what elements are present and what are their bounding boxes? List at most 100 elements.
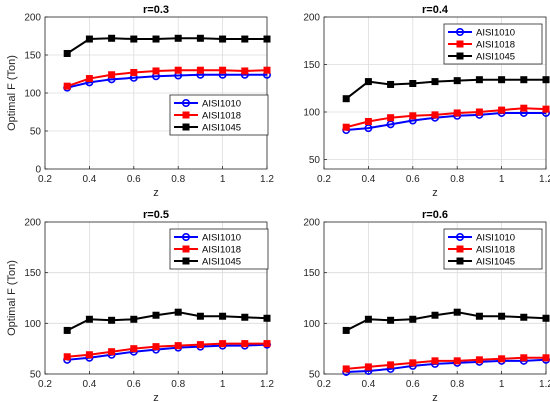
x-tick-label: 0.4	[82, 379, 96, 390]
x-tick-label: 0.2	[317, 379, 331, 390]
data-point	[174, 34, 182, 42]
data-point	[387, 80, 395, 88]
data-point	[431, 311, 439, 319]
x-axis-label: z	[432, 187, 438, 199]
data-point	[431, 78, 439, 86]
data-point	[520, 104, 528, 112]
legend-marker	[455, 27, 464, 36]
legend-label: AISI1018	[202, 111, 241, 122]
legend-marker	[456, 245, 464, 253]
data-point	[263, 66, 271, 74]
legend-label: AISI1018	[202, 245, 241, 256]
data-point	[241, 67, 249, 75]
data-point	[263, 35, 271, 43]
y-tick-label: 50	[309, 155, 321, 166]
legend-label: AISI1010	[202, 233, 241, 244]
x-tick-label: 1.2	[260, 174, 274, 185]
y-tick-label: 150	[303, 268, 320, 279]
data-point	[219, 35, 227, 43]
data-point	[453, 77, 461, 85]
x-tick-label: 1.2	[539, 379, 550, 390]
data-point	[387, 316, 395, 324]
data-point	[342, 123, 350, 131]
data-point	[85, 315, 93, 323]
y-tick-label: 50	[30, 370, 42, 381]
y-tick-label: 100	[24, 319, 41, 330]
axes-box	[323, 16, 547, 170]
data-point	[152, 67, 160, 75]
y-tick-label: 100	[303, 108, 320, 119]
series-aisi1045	[342, 76, 550, 103]
y-tick-label: 200	[24, 13, 41, 24]
y-tick-label: 100	[24, 89, 41, 100]
x-tick-label: 1	[499, 379, 505, 390]
data-point	[85, 35, 93, 43]
data-point	[196, 341, 204, 349]
data-point	[108, 316, 116, 324]
series-line	[66, 311, 268, 332]
data-point	[85, 75, 93, 83]
data-point	[174, 342, 182, 350]
y-tick-label: 50	[309, 370, 321, 381]
data-point	[152, 35, 160, 43]
legend-label: AISI1018	[476, 40, 515, 51]
data-point	[152, 343, 160, 351]
legend-marker	[455, 233, 464, 242]
data-point	[263, 314, 271, 322]
data-point	[475, 108, 483, 116]
series-line	[345, 107, 547, 129]
chart-title: r=0.4	[422, 4, 449, 16]
series-line	[67, 343, 268, 361]
series-aisi1018	[63, 340, 271, 361]
data-point	[542, 354, 550, 362]
data-point	[498, 76, 506, 84]
legend-label: AISI1045	[202, 123, 241, 134]
data-point	[63, 82, 71, 90]
data-point	[364, 363, 372, 371]
axes-box	[323, 221, 547, 375]
data-point	[63, 353, 71, 361]
data-point	[520, 354, 528, 362]
x-tick-label: 1.2	[539, 174, 550, 185]
axes-box	[44, 221, 268, 375]
data-point	[364, 78, 372, 86]
chart-title: r=0.6	[422, 209, 448, 221]
y-axis-label: Optimal F (Ton)	[6, 260, 18, 336]
legend-label: AISI1045	[476, 257, 515, 268]
legend-label: AISI1010	[476, 28, 515, 39]
data-point	[453, 357, 461, 365]
series-line	[66, 69, 268, 88]
series-aisi1045	[63, 34, 271, 57]
x-tick-label: 1.2	[260, 379, 274, 390]
series-line	[67, 342, 267, 358]
series-line	[346, 358, 547, 373]
series-line	[66, 73, 267, 89]
y-tick-label: 150	[24, 268, 41, 279]
y-tick-label: 200	[303, 218, 320, 229]
data-point	[498, 355, 506, 363]
data-point	[241, 340, 249, 348]
data-point	[409, 112, 417, 120]
legend-marker	[182, 99, 191, 108]
legend-label: AISI1045	[202, 257, 241, 268]
subplot-4: 0.2 0.4 0.6 0.8 1 1.2 50 100 150 200 r=0.6 z AISI101…	[303, 209, 550, 402]
x-tick-label: 0.8	[171, 379, 185, 390]
data-point	[130, 345, 138, 353]
data-point	[453, 308, 461, 316]
x-tick-label: 0.6	[406, 379, 420, 390]
x-tick-label: 1	[499, 174, 505, 185]
data-point	[63, 326, 71, 334]
legend-marker	[182, 233, 191, 242]
data-point	[542, 314, 550, 322]
data-point	[108, 348, 116, 356]
data-point	[542, 105, 550, 113]
series-aisi1045	[342, 308, 550, 334]
data-point	[542, 76, 550, 84]
data-point	[409, 359, 417, 367]
y-tick-label: 0	[35, 165, 41, 176]
data-point	[174, 66, 182, 74]
data-point	[219, 340, 227, 348]
